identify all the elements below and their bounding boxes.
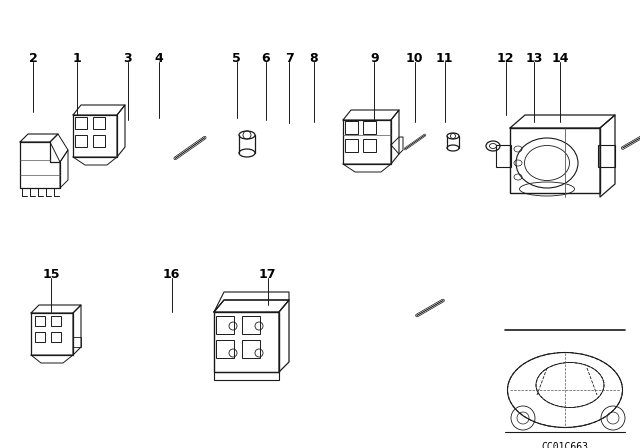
Text: 5: 5 — [232, 52, 241, 65]
Bar — [93, 117, 105, 129]
Text: 14: 14 — [551, 52, 569, 65]
Bar — [31, 313, 73, 355]
Text: 3: 3 — [124, 52, 132, 65]
Bar — [343, 120, 391, 164]
Text: 1: 1 — [72, 52, 81, 65]
Text: 17: 17 — [259, 268, 276, 281]
Bar — [363, 139, 376, 152]
Bar — [35, 316, 45, 326]
Bar — [73, 115, 117, 157]
Bar — [75, 117, 87, 129]
Bar — [598, 145, 615, 167]
Bar — [93, 135, 105, 147]
Bar — [214, 312, 279, 372]
Text: 16: 16 — [163, 268, 180, 281]
Bar — [242, 340, 260, 358]
Text: 9: 9 — [370, 52, 379, 65]
Bar — [51, 332, 61, 342]
Text: 7: 7 — [285, 52, 294, 65]
Text: 10: 10 — [406, 52, 424, 65]
Bar — [496, 145, 511, 167]
Bar — [35, 332, 45, 342]
Text: 2: 2 — [29, 52, 38, 65]
Text: 13: 13 — [525, 52, 543, 65]
Text: 11: 11 — [436, 52, 454, 65]
Text: 15: 15 — [42, 268, 60, 281]
Text: 8: 8 — [309, 52, 318, 65]
Bar — [345, 121, 358, 134]
Bar — [216, 316, 234, 334]
Bar — [363, 121, 376, 134]
Bar — [216, 340, 234, 358]
Bar — [510, 128, 600, 193]
Bar — [73, 337, 81, 347]
Bar — [214, 372, 279, 380]
Text: CC01C663: CC01C663 — [541, 442, 589, 448]
Text: 6: 6 — [261, 52, 270, 65]
Bar — [345, 139, 358, 152]
Text: 4: 4 — [154, 52, 163, 65]
Text: 12: 12 — [497, 52, 515, 65]
Bar — [51, 316, 61, 326]
Bar — [75, 135, 87, 147]
Bar — [242, 316, 260, 334]
